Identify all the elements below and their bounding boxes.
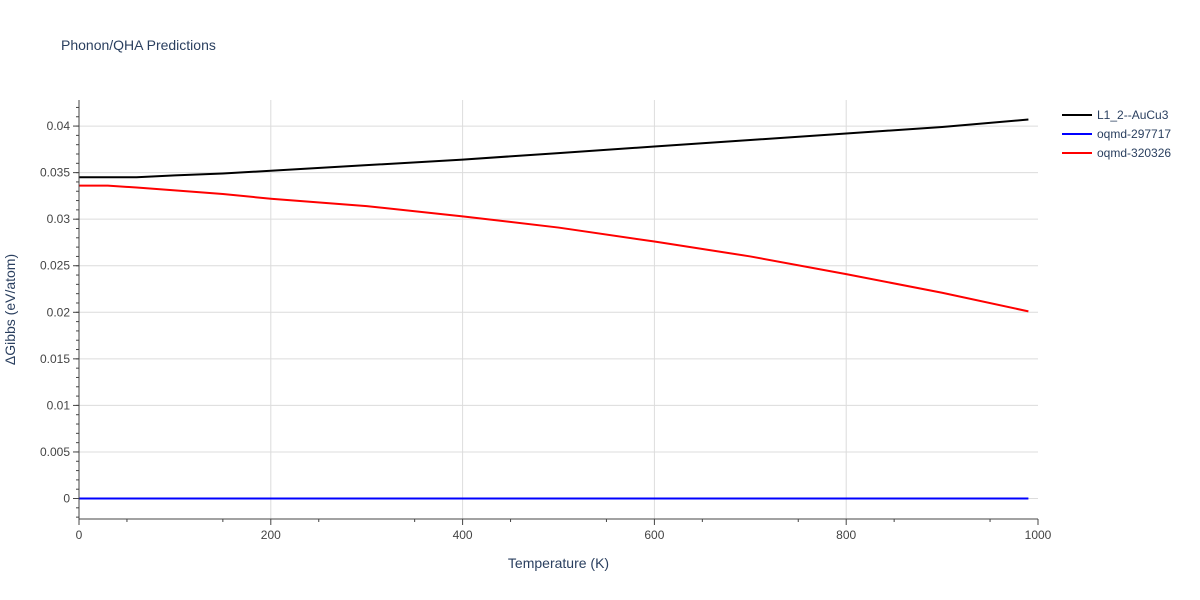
legend-label-3[interactable]: oqmd-320326 — [1097, 146, 1171, 160]
legend: L1_2--AuCu3 oqmd-297717 oqmd-320326 — [1062, 108, 1171, 160]
y-tick-label: 0.04 — [47, 119, 71, 133]
chart-title: Phonon/QHA Predictions — [61, 37, 216, 53]
y-tick-label: 0.02 — [47, 305, 71, 319]
x-tick-label: 1000 — [1025, 528, 1052, 542]
x-axis-title: Temperature (K) — [508, 555, 609, 571]
x-tick-label: 400 — [453, 528, 473, 542]
x-tick-label: 800 — [836, 528, 856, 542]
series-line-3 — [79, 184, 1029, 313]
plot-background — [79, 100, 1038, 519]
series-lines — [79, 118, 1029, 500]
axes — [73, 100, 1039, 525]
y-tick-label: 0.01 — [47, 398, 71, 412]
y-tick-label: 0.025 — [40, 259, 70, 273]
legend-label-2[interactable]: oqmd-297717 — [1097, 127, 1171, 141]
tick-labels: 0 200 400 600 800 1000 0 0.005 0.01 0.015 0.02 0.02… — [40, 119, 1052, 542]
y-tick-label: 0.035 — [40, 166, 70, 180]
x-tick-label: 200 — [261, 528, 281, 542]
x-tick-label: 600 — [644, 528, 664, 542]
legend-label-1[interactable]: L1_2--AuCu3 — [1097, 108, 1169, 122]
series-line-1 — [79, 118, 1029, 179]
y-tick-label: 0 — [63, 492, 70, 506]
y-tick-label: 0.005 — [40, 445, 70, 459]
y-axis-title: ΔGibbs (eV/atom) — [2, 254, 18, 365]
y-tick-label: 0.015 — [40, 352, 70, 366]
y-tick-label: 0.03 — [47, 212, 71, 226]
x-tick-label: 0 — [76, 528, 83, 542]
